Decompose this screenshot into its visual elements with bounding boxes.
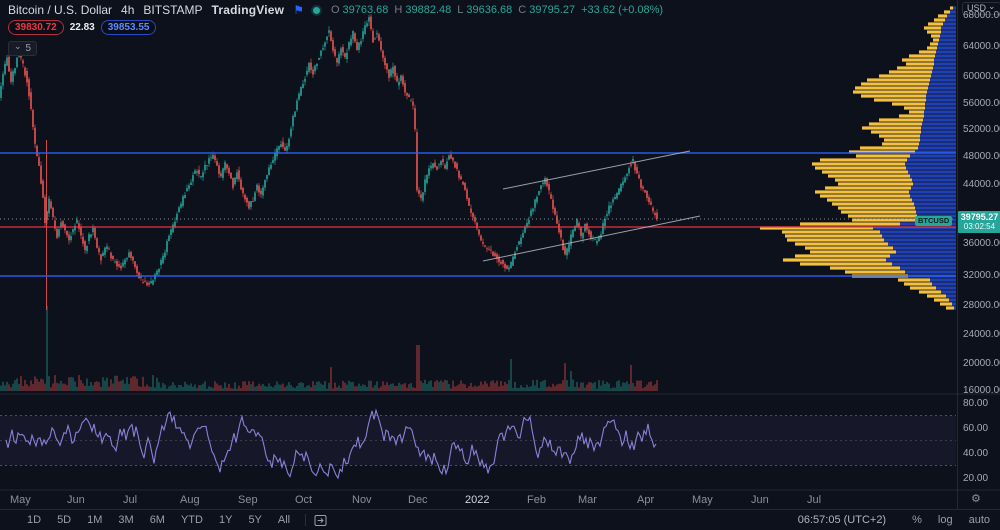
- price-axis-label: 60000.00: [963, 71, 1000, 82]
- price-axis-label: 16000.00: [963, 385, 1000, 396]
- percent-scale-button[interactable]: %: [912, 514, 922, 526]
- open-value: 39763.68: [342, 4, 389, 16]
- auto-scale-button[interactable]: auto: [968, 514, 990, 526]
- time-axis-label: Feb: [527, 494, 546, 506]
- time-axis-label: Jun: [67, 494, 85, 506]
- time-axis-label: Nov: [352, 494, 372, 506]
- price-axis-label: 28000.00: [963, 300, 1000, 311]
- range-1m-button[interactable]: 1M: [87, 514, 103, 526]
- time-axis-label: May: [10, 494, 31, 506]
- chart-legend: Bitcoin / U.S. Dollar 4h BITSTAMP Tradin…: [8, 2, 666, 56]
- price-axis-label: 52000.00: [963, 124, 1000, 135]
- open-label: O: [330, 4, 340, 16]
- market-status-icon: [312, 6, 320, 14]
- range-1d-button[interactable]: 1D: [27, 514, 42, 526]
- price-axis-label: 24000.00: [963, 329, 1000, 340]
- collapsed-indicators-chip[interactable]: ⌄ 5: [8, 41, 38, 56]
- pane-separators: [0, 393, 1000, 491]
- blue-price-label[interactable]: 39853.55: [100, 19, 157, 35]
- toolbar-right-group: 06:57:05 (UTC+2) % log auto: [798, 514, 990, 526]
- price-axis-label: 36000.00: [963, 238, 1000, 249]
- symbol-title[interactable]: Bitcoin / U.S. Dollar: [8, 3, 113, 17]
- time-axis-label: Mar: [578, 494, 597, 506]
- trend-channel-line: [482, 215, 701, 262]
- toolbar-divider: [305, 514, 307, 526]
- price-axis-label: 44000.00: [963, 179, 1000, 190]
- clock-display[interactable]: 06:57:05 (UTC+2): [797, 514, 887, 526]
- time-axis-label: 2022: [465, 494, 490, 506]
- ohlc-values: O 39763.68 H 39882.48 L 39636.68 C 39795.27 …: [331, 4, 666, 16]
- price-axis-label: 48000.00: [963, 151, 1000, 162]
- range-5y-button[interactable]: 5Y: [248, 514, 262, 526]
- price-axis-label: 56000.00: [963, 98, 1000, 109]
- price-axis-label: 60.00: [963, 423, 989, 434]
- range-6m-button[interactable]: 6M: [149, 514, 165, 526]
- toolbar-left-group: 1D 5D 1M 3M 6M YTD 1Y 5Y All: [10, 514, 327, 527]
- rsi-pane: [0, 408, 956, 480]
- drawing-lines[interactable]: [0, 150, 956, 277]
- price-axis[interactable]: USD ⌄ 68000.00 64000.00 60000.00 56000.00 52…: [957, 0, 1000, 509]
- exchange-label: BITSTAMP: [143, 3, 203, 17]
- go-to-date-icon[interactable]: [314, 514, 327, 527]
- symbol-price-tag: BTCUSD: [915, 216, 953, 226]
- price-axis-label: 20000.00: [963, 358, 1000, 369]
- volume-series: [0, 306, 658, 391]
- time-axis-label: Jul: [807, 494, 822, 506]
- range-1y-button[interactable]: 1Y: [218, 514, 233, 526]
- currency-label: USD: [967, 3, 987, 13]
- chevron-down-icon: ⌄: [14, 41, 22, 51]
- low-value: 39636.68: [466, 4, 513, 16]
- bottom-toolbar: 1D 5D 1M 3M 6M YTD 1Y 5Y All 06:57:05 (UTC+2) % …: [0, 509, 1000, 530]
- price-axis-label: 64000.00: [963, 41, 1000, 52]
- current-price: 39795.27: [960, 212, 999, 222]
- volume-profile: [760, 6, 956, 310]
- time-axis-label: Jul: [123, 494, 138, 506]
- time-axis-label: Dec: [408, 494, 428, 506]
- chevron-down-icon: ⌄: [988, 1, 996, 11]
- close-value: 39795.27: [529, 4, 576, 16]
- log-scale-button[interactable]: log: [937, 514, 953, 526]
- price-axis-label: 80.00: [963, 398, 989, 409]
- rsi-line: [5, 408, 657, 480]
- interval-label[interactable]: 4h: [121, 3, 135, 17]
- price-axis-label: 20.00: [963, 473, 989, 484]
- price-axis-label: 68000.00: [963, 10, 1000, 21]
- bar-countdown: 03:02:54: [963, 222, 996, 231]
- time-axis-label: Jun: [751, 494, 769, 506]
- trend-channel-line: [502, 150, 691, 190]
- price-axis-label: 40.00: [963, 448, 989, 459]
- candlestick-series: [0, 14, 658, 310]
- high-label: H: [394, 4, 403, 16]
- flag-icon[interactable]: ⚑: [293, 3, 304, 17]
- low-label: L: [457, 4, 464, 16]
- change-value: +33.62 (+0.08%): [581, 4, 664, 16]
- range-ytd-button[interactable]: YTD: [180, 514, 203, 526]
- legend-chip-row: ⌄ 5: [8, 38, 666, 56]
- red-price-label[interactable]: 39830.72: [8, 19, 64, 35]
- range-buttons: 1D 5D 1M 3M 6M YTD 1Y 5Y All: [20, 514, 297, 526]
- tradingview-logo[interactable]: TradingView: [211, 3, 285, 17]
- range-5d-button[interactable]: 5D: [57, 514, 72, 526]
- time-axis-label: Apr: [637, 494, 655, 506]
- time-axis-label: Aug: [180, 494, 200, 506]
- close-label: C: [518, 4, 527, 16]
- current-price-badge: 39795.27 03:02:54: [958, 211, 1000, 233]
- time-axis-label: Oct: [295, 494, 313, 506]
- time-axis[interactable]: May Jun Jul Aug Sep Oct Nov Dec 2022 Feb Mar Apr May…: [0, 491, 956, 509]
- indicator-count: 5: [25, 42, 32, 54]
- legend-title-row: Bitcoin / U.S. Dollar 4h BITSTAMP Tradin…: [8, 2, 666, 18]
- time-axis-label: Sep: [238, 494, 258, 506]
- high-value: 39882.48: [405, 4, 452, 16]
- indicator-value: 22.83: [69, 21, 95, 33]
- range-3m-button[interactable]: 3M: [118, 514, 134, 526]
- time-axis-label: May: [692, 494, 713, 506]
- legend-values-row: 39830.72 22.83 39853.55: [8, 19, 666, 35]
- price-axis-label: 32000.00: [963, 270, 1000, 281]
- range-all-button[interactable]: All: [277, 514, 291, 526]
- gear-icon[interactable]: ⚙: [971, 493, 981, 505]
